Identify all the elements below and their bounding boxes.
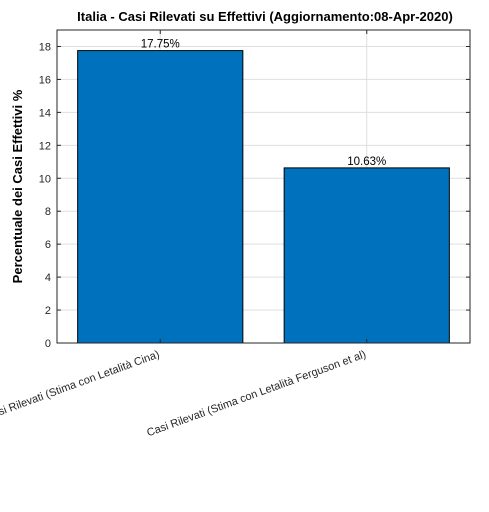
chart-title: Italia - Casi Rilevati su Effettivi (Agg… xyxy=(77,9,453,24)
y-tick-label: 10 xyxy=(39,173,51,185)
y-tick-label: 8 xyxy=(45,206,51,218)
y-tick-label: 6 xyxy=(45,239,51,251)
y-tick-label: 12 xyxy=(39,140,51,152)
y-tick-label: 14 xyxy=(39,107,51,119)
x-tick-label: Casi Rilevati (Stima con Letalità Cina) xyxy=(0,349,161,423)
y-tick-label: 18 xyxy=(39,41,51,53)
x-tick-label: Casi Rilevati (Stima con Letalità Fergus… xyxy=(145,349,367,440)
y-axis-label: Percentuale dei Casi Effettivi % xyxy=(10,89,25,283)
data-label: 10.63% xyxy=(347,156,386,168)
y-tick-label: 2 xyxy=(45,305,51,317)
bar-layer xyxy=(77,50,450,344)
bar xyxy=(77,50,244,344)
y-tick-label: 0 xyxy=(45,338,51,350)
bar xyxy=(283,167,450,344)
y-tick-label: 4 xyxy=(45,272,51,284)
data-label-layer: 17.75% 10.63% xyxy=(141,39,387,168)
data-label: 17.75% xyxy=(141,39,180,51)
y-tick-label: 16 xyxy=(39,74,51,86)
plot-area-frame xyxy=(56,29,471,344)
